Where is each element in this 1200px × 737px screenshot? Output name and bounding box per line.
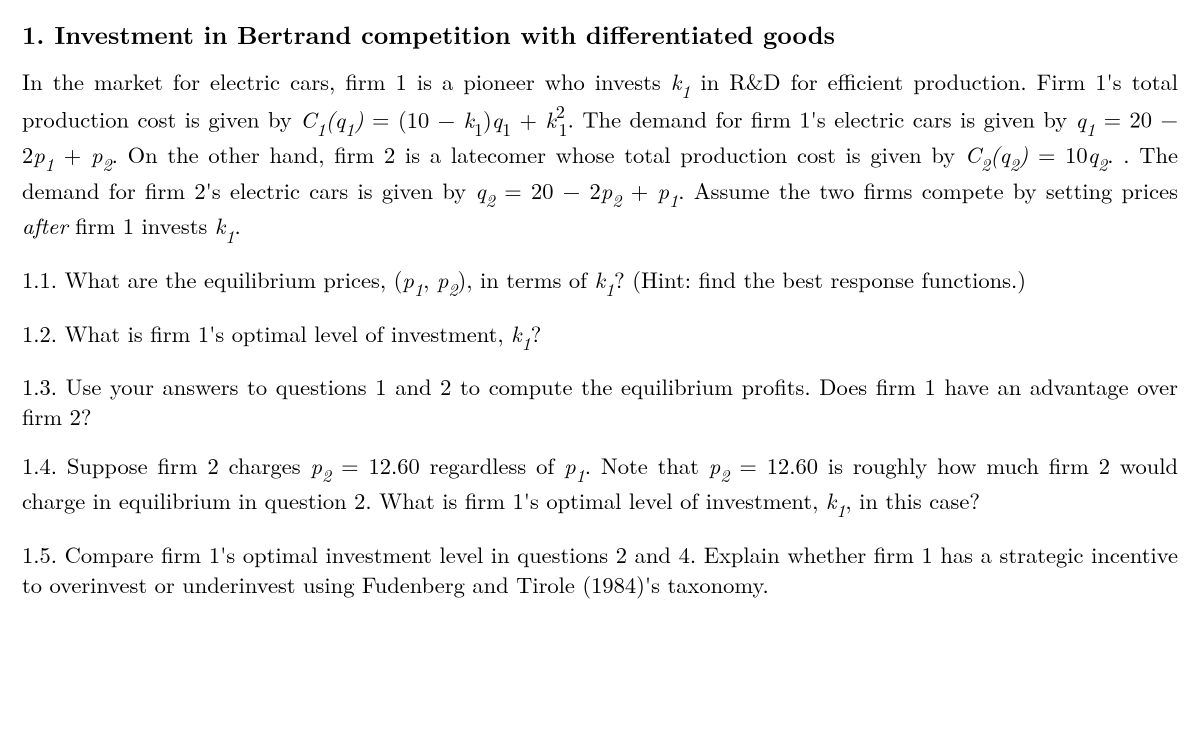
question-number: 1.4.: [22, 449, 67, 481]
text: . Assume the two firms compete by settin…: [678, 174, 1178, 206]
text: .: [234, 209, 240, 241]
text: The demand for firm 1's electric cars is…: [582, 103, 1075, 135]
math-k1: k1: [671, 65, 691, 97]
question-1-4: 1.4. Suppose firm 2 charges p2 = 12.60 r…: [22, 450, 1178, 521]
question-1-5: 1.5. Compare firm 1's optimal investment…: [22, 539, 1178, 599]
text: Suppose firm 2 charges: [67, 449, 311, 481]
math-p1: p1: [33, 138, 54, 170]
question-1-1: 1.1. What are the equilibrium prices, (p…: [22, 264, 1178, 300]
math-q2: q2: [1088, 138, 1108, 170]
text: .: [1107, 138, 1123, 170]
problem-title: 1. Investment in Bertrand competition wit…: [22, 18, 1178, 52]
text: = 10: [1028, 138, 1087, 170]
text: ), in terms of: [458, 263, 595, 295]
title-number: 1.: [22, 17, 44, 52]
math-k1: k1: [595, 263, 615, 295]
math-p1: p1: [402, 263, 423, 295]
emphasis-after: after: [22, 209, 68, 241]
question-1-3: 1.3. Use your answers to questions 1 and…: [22, 371, 1178, 431]
question-1-2: 1.2. What is firm 1's optimal level of i…: [22, 318, 1178, 354]
math-k1: k1: [511, 317, 531, 349]
math-p2: p2: [437, 263, 458, 295]
math-p2: p2: [311, 449, 332, 481]
question-number: 1.1.: [22, 263, 65, 295]
math-c2q2: C2(q2): [965, 138, 1028, 170]
math-p2b: p2: [601, 174, 622, 206]
text: +: [54, 138, 91, 170]
math-p2: p2: [91, 138, 112, 170]
text: Use your answers to questions 1 and 2 to…: [22, 370, 1178, 432]
text: .: [568, 103, 583, 135]
question-number: 1.3.: [22, 370, 66, 402]
question-number: 1.5.: [22, 538, 65, 570]
text: , in this case?: [845, 484, 980, 516]
text: Compare firm 1's optimal investment leve…: [22, 538, 1178, 600]
math-c1q1: C1(q1): [300, 103, 363, 135]
math-p2b: p2: [709, 449, 730, 481]
math-q2b: q2: [475, 174, 495, 206]
question-number: 1.2.: [22, 317, 65, 349]
text: = 20 − 2: [495, 174, 601, 206]
math-p1: p1: [564, 449, 585, 481]
text: =: [364, 103, 398, 135]
title-text: Investment in Bertrand competition with …: [54, 17, 835, 52]
math-k1b: k1: [215, 209, 235, 241]
math-k1: k1: [826, 484, 846, 516]
text: . On the other hand, firm 2 is a latecom…: [112, 138, 965, 170]
text: = 12.60 regardless of: [331, 449, 564, 481]
text: What is firm 1's optimal level of invest…: [65, 317, 512, 349]
text: firm 1 invests: [68, 209, 215, 241]
math-q1: q1: [1076, 103, 1096, 135]
text: ?: [531, 317, 542, 349]
text: +: [621, 174, 657, 206]
math-p1b: p1: [657, 174, 678, 206]
text: ,: [423, 263, 437, 295]
text: In the market for electric cars, firm 1 …: [22, 65, 671, 97]
text: What are the equilibrium prices, (: [65, 263, 403, 295]
text: . Note that: [585, 449, 709, 481]
intro-paragraph: In the market for electric cars, firm 1 …: [22, 66, 1178, 247]
text: ? (Hint: find the best response function…: [614, 263, 1026, 295]
math-cost1: (10 − k1)q1 + k21: [398, 103, 568, 135]
